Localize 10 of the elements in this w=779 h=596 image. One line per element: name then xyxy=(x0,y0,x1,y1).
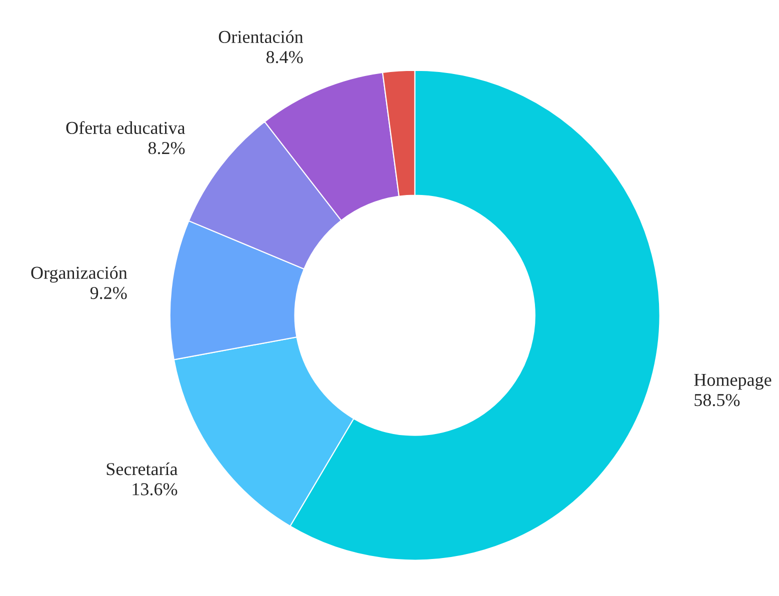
slice-label: Secretaría xyxy=(106,462,178,476)
data-label: 9.2% xyxy=(90,286,127,300)
slice-label: Homepage xyxy=(694,374,772,390)
data-label: 58.5% xyxy=(694,394,740,406)
data-label: 8.4% xyxy=(266,50,303,64)
slice-label: Orientación xyxy=(218,30,304,44)
data-label: 8.2% xyxy=(148,142,185,154)
slice-label: Organización xyxy=(31,266,128,283)
slice-label: Oferta educativa xyxy=(66,121,186,134)
data-label: 13.6% xyxy=(132,483,178,496)
